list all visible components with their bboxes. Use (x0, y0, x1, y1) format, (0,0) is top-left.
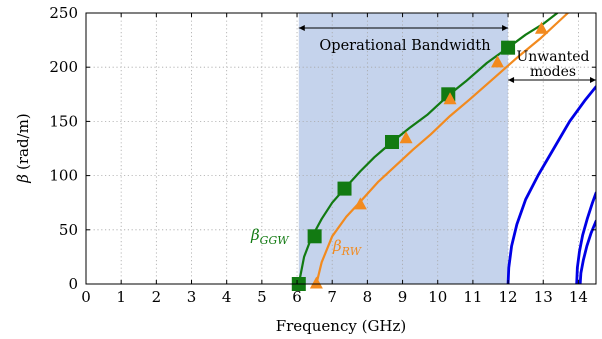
series-label-rw-symbol: β (332, 237, 342, 255)
x-tick-label: 10 (428, 288, 447, 306)
unwanted-label-line2: modes (530, 64, 576, 80)
x-tick-label: 7 (327, 288, 337, 306)
x-tick-label: 8 (363, 288, 373, 306)
rw-marker (491, 55, 505, 68)
unwanted-label-line1: Unwanted (516, 49, 589, 65)
ggw-marker (337, 181, 352, 196)
x-tick-label: 2 (152, 288, 162, 306)
rw-marker (443, 92, 457, 105)
band-label: Operational Bandwidth (319, 38, 490, 54)
x-tick-label: 13 (534, 288, 553, 306)
x-tick-label: 11 (463, 288, 482, 306)
series-line-2 (506, 85, 596, 284)
y-tick-label: 150 (49, 112, 78, 130)
x-tick-label: 3 (187, 288, 197, 306)
rw-marker (534, 21, 548, 34)
y-axis-unit: (rad/m) (14, 113, 32, 170)
x-tick-label: 1 (116, 288, 126, 306)
x-tick-label: 14 (569, 288, 588, 306)
x-axis-label: Frequency (GHz) (276, 317, 407, 335)
y-tick-label: 250 (49, 4, 78, 22)
ggw-marker (385, 134, 399, 149)
marker-layer (291, 21, 548, 291)
series-line-3 (575, 191, 596, 284)
band-arrow-head-right (502, 25, 509, 31)
x-tick-label: 6 (292, 288, 302, 306)
rw-marker (399, 131, 413, 144)
series-line-1 (315, 13, 569, 284)
x-tick-label: 12 (499, 288, 518, 306)
ggw-marker (501, 40, 516, 55)
x-tick-label: 5 (257, 288, 267, 306)
series-label-ggw-symbol: β (250, 226, 260, 244)
y-axis-label: β (rad/m) (14, 113, 32, 183)
grid-layer (86, 13, 596, 284)
operational-band (298, 13, 509, 284)
unwanted-arrow-head-left (508, 77, 515, 83)
operational-band-layer (298, 13, 509, 284)
y-tick-label: 0 (68, 275, 78, 293)
plot-frame (85, 12, 597, 285)
x-tick-label: 4 (222, 288, 232, 306)
series-line-4 (578, 219, 596, 284)
rw-marker (353, 197, 367, 210)
ggw-marker (307, 229, 322, 244)
series-label-ggw: βGGW (250, 226, 290, 247)
unwanted-arrow-head-right (590, 77, 596, 83)
x-tick-label: 9 (398, 288, 408, 306)
x-tick-label: 0 (81, 288, 91, 306)
y-tick-label: 200 (49, 58, 78, 76)
series-label-ggw-subscript: GGW (260, 234, 291, 247)
rw-marker (309, 276, 323, 289)
y-axis-symbol: β (14, 174, 32, 184)
band-arrow-head-left (298, 25, 305, 31)
y-tick-label: 100 (49, 167, 78, 185)
series-label-rw-subscript: RW (341, 245, 363, 258)
y-tick-label: 50 (59, 221, 78, 239)
series-label-rw: βRW (332, 237, 363, 258)
annotation-layer: Operational Bandwidth Unwanted modes (298, 25, 596, 83)
